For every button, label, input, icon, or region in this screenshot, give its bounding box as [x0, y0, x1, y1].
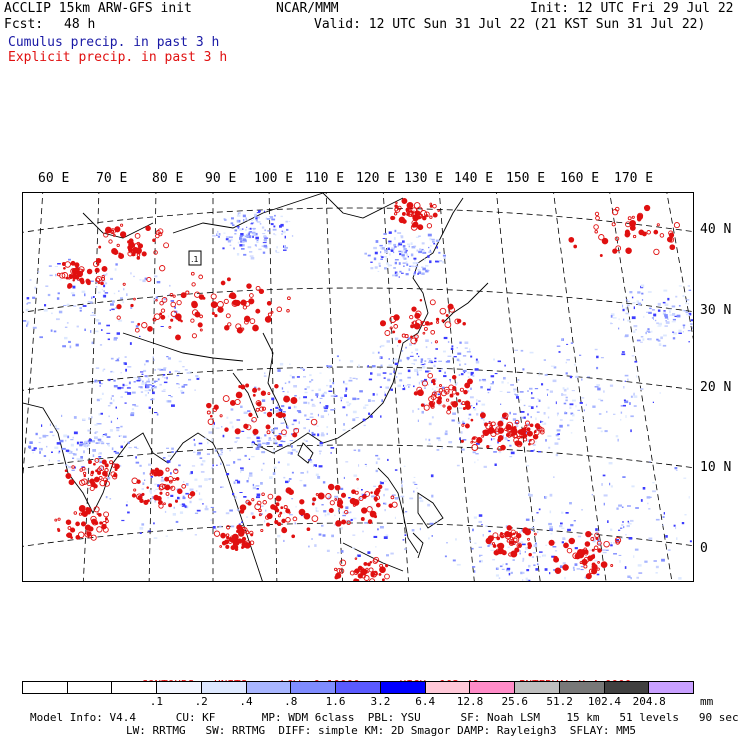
forecast-label: Fcst: — [4, 17, 44, 32]
colorbar-label: 102.4 — [587, 695, 621, 708]
latitude-label: 30 N — [700, 303, 732, 318]
colorbar-cell — [201, 682, 247, 693]
latitude-label: 10 N — [700, 460, 732, 475]
colorbar-cell — [112, 682, 158, 693]
colorbar-cell — [23, 682, 68, 693]
latitude-label: 40 N — [700, 222, 732, 237]
longitude-label: 90 E — [205, 171, 237, 186]
graticule — [23, 193, 693, 581]
colorbar-cell — [336, 682, 381, 693]
colorbar-cell — [649, 682, 694, 693]
colorbar-cell — [246, 682, 292, 693]
explicit-precip-field — [54, 198, 680, 581]
legend-cumulus: Cumulus precip. in past 3 h — [8, 35, 220, 50]
colorbar-label: 1.6 — [325, 695, 346, 708]
colorbar-label: 12.8 — [456, 695, 484, 708]
model-title: ACCLIP 15km ARW-GFS init — [4, 1, 192, 16]
colorbar-label: 51.2 — [546, 695, 573, 708]
longitude-label: 70 E — [96, 171, 128, 186]
longitude-label: 60 E — [38, 171, 70, 186]
colorbar-label: 3.2 — [370, 695, 391, 708]
longitude-label: 140 E — [454, 171, 494, 186]
longitude-label: 160 E — [560, 171, 600, 186]
longitude-label: 110 E — [305, 171, 345, 186]
legend-explicit: Explicit precip. in past 3 h — [8, 50, 228, 65]
colorbar-cell — [67, 682, 113, 693]
longitude-label: 100 E — [254, 171, 294, 186]
longitude-label: 150 E — [506, 171, 546, 186]
colorbar-label: .2 — [194, 695, 208, 708]
latitude-label: 0 — [700, 541, 708, 556]
valid-time: Valid: 12 UTC Sun 31 Jul 22 (21 KST Sun … — [314, 17, 706, 32]
longitude-label: 170 E — [614, 171, 654, 186]
physics-info-line: LW: RRTMG SW: RRTMG DIFF: simple KM: 2D … — [126, 724, 636, 737]
colorbar-label: 25.6 — [501, 695, 529, 708]
colorbar-cell — [157, 682, 202, 693]
colorbar-cell — [380, 682, 426, 693]
longitude-label: 120 E — [356, 171, 396, 186]
longitude-label: 80 E — [152, 171, 184, 186]
latitude-label: 20 N — [700, 380, 732, 395]
station-marker-label: .1 — [191, 255, 199, 264]
model-info-line: Model Info: V4.4 CU: KF MP: WDM 6class P… — [30, 711, 739, 724]
colorbar-cell — [425, 682, 471, 693]
colorbar-label: .8 — [284, 695, 298, 708]
forecast-hour: 48 h — [64, 17, 96, 32]
colorbar-label: 6.4 — [415, 695, 436, 708]
colorbar-label: .1 — [149, 695, 164, 708]
cumulus-precip-field — [23, 210, 693, 581]
organization-label: NCAR/MMM — [276, 1, 339, 16]
init-time: Init: 12 UTC Fri 29 Jul 22 — [530, 1, 734, 16]
longitude-label: 130 E — [404, 171, 444, 186]
precipitation-map: .1 — [22, 192, 694, 582]
colorbar-cell — [291, 682, 337, 693]
colorbar-cell — [470, 682, 516, 693]
colorbar — [22, 681, 694, 694]
colorbar-cell — [604, 682, 650, 693]
colorbar-label: 204.8 — [632, 695, 666, 708]
colorbar-cell — [515, 682, 560, 693]
colorbar-units: mm — [700, 695, 714, 708]
colorbar-cell — [559, 682, 605, 693]
colorbar-label: .4 — [239, 695, 253, 708]
